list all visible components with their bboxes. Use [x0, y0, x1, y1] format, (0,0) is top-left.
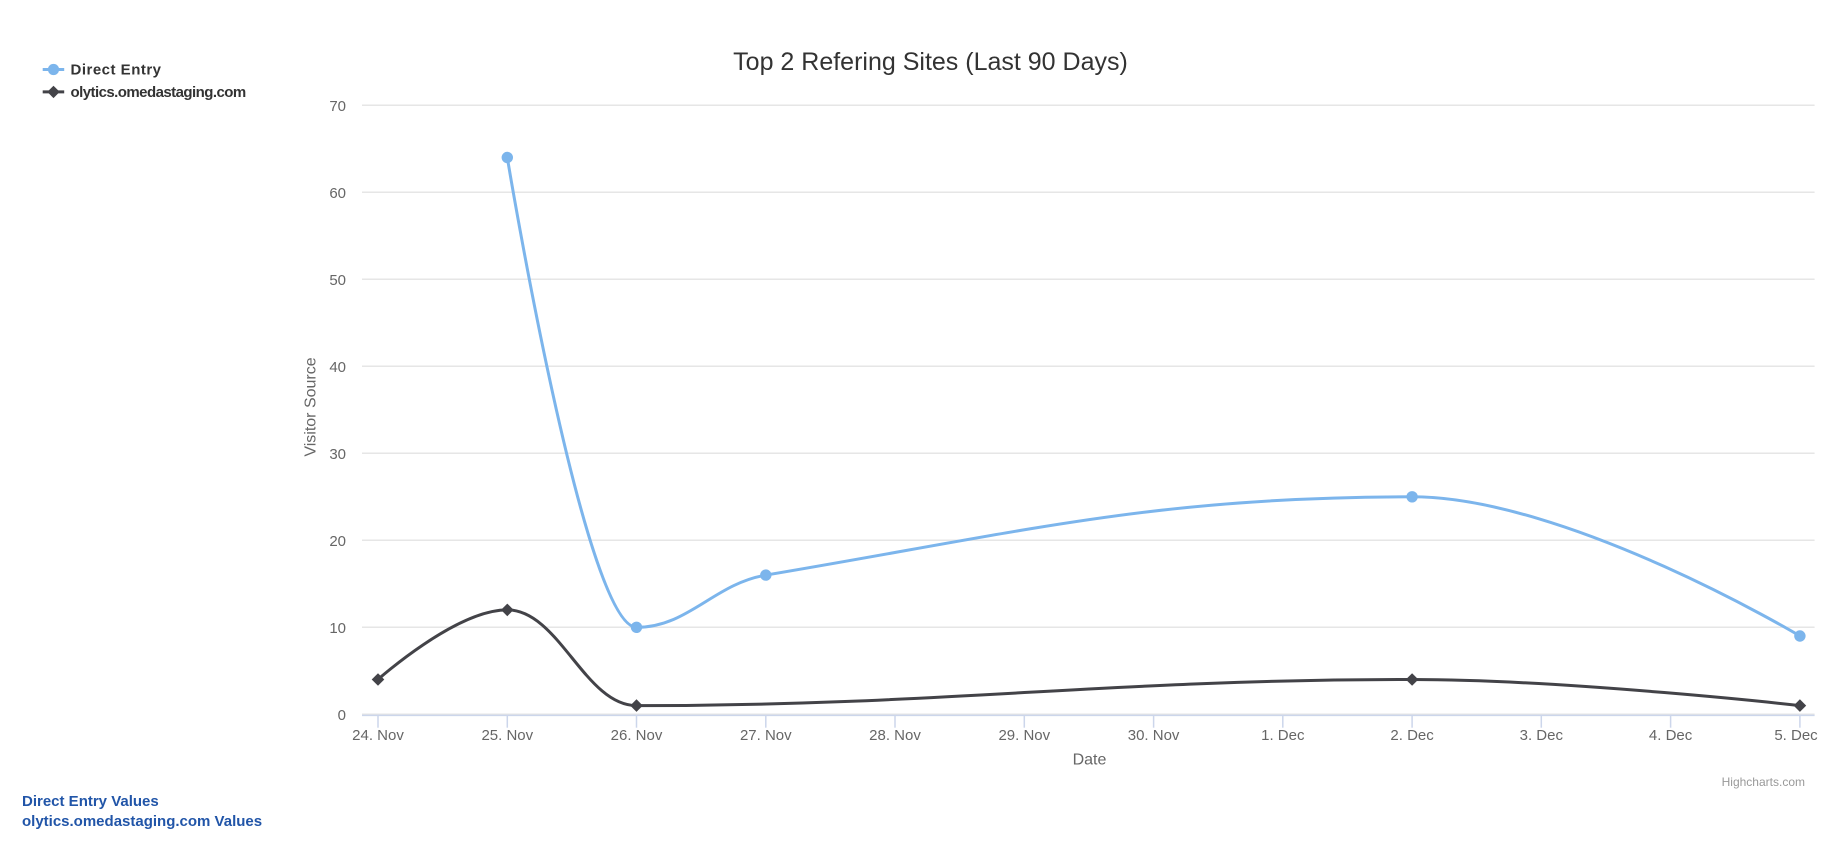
svg-text:3. Dec: 3. Dec	[1520, 727, 1564, 744]
svg-text:4. Dec: 4. Dec	[1649, 727, 1693, 744]
svg-text:24. Nov: 24. Nov	[352, 727, 404, 744]
svg-text:30. Nov: 30. Nov	[1128, 727, 1180, 744]
svg-text:Top 2 Refering Sites (Last 90: Top 2 Refering Sites (Last 90 Days)	[733, 48, 1128, 76]
svg-text:26. Nov: 26. Nov	[611, 727, 663, 744]
svg-text:60: 60	[329, 185, 346, 202]
svg-text:Highcharts.com: Highcharts.com	[1722, 775, 1805, 789]
svg-text:20: 20	[329, 533, 346, 550]
svg-text:28. Nov: 28. Nov	[869, 727, 921, 744]
svg-text:1. Dec: 1. Dec	[1261, 727, 1305, 744]
svg-text:50: 50	[329, 272, 346, 289]
svg-text:27. Nov: 27. Nov	[740, 727, 792, 744]
svg-text:Date: Date	[1073, 751, 1107, 768]
svg-text:Visitor Source: Visitor Source	[303, 357, 320, 456]
svg-text:29. Nov: 29. Nov	[998, 727, 1050, 744]
svg-text:2. Dec: 2. Dec	[1390, 727, 1434, 744]
svg-text:olytics.omedastaging.com: olytics.omedastaging.com	[71, 84, 246, 101]
svg-text:40: 40	[329, 359, 346, 376]
svg-text:10: 10	[329, 620, 346, 637]
svg-text:25. Nov: 25. Nov	[481, 727, 533, 744]
svg-text:30: 30	[329, 446, 346, 463]
svg-text:5. Dec: 5. Dec	[1774, 727, 1818, 744]
svg-text:0: 0	[338, 707, 346, 724]
svg-text:Direct Entry: Direct Entry	[71, 62, 162, 79]
svg-text:70: 70	[329, 98, 346, 115]
